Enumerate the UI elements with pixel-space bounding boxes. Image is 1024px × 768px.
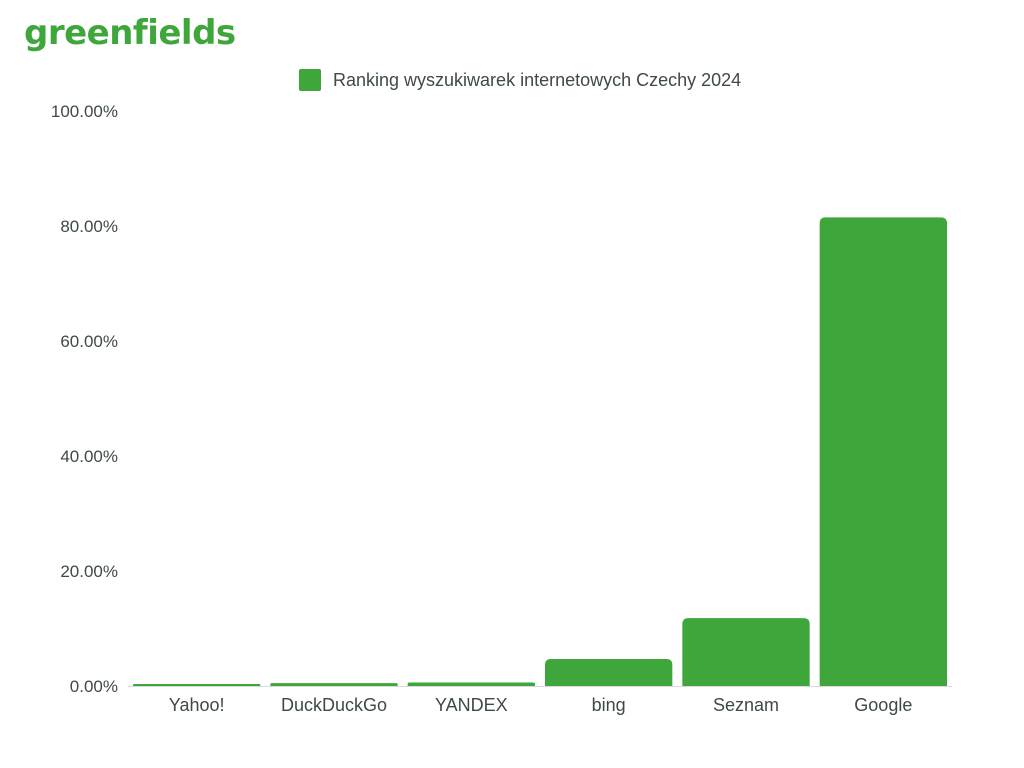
x-category-label: bing	[592, 695, 626, 715]
y-tick-label: 0.00%	[70, 677, 118, 696]
y-tick-label: 20.00%	[60, 562, 118, 581]
bar-bing	[545, 658, 673, 686]
x-category-label: Yahoo!	[169, 695, 225, 715]
brand-logo: greenfields	[24, 13, 236, 53]
bar-google	[819, 217, 947, 686]
bar-seznam	[682, 618, 810, 686]
chart-legend: Ranking wyszukiwarek internetowych Czech…	[299, 69, 741, 91]
x-category-label: Seznam	[713, 695, 779, 715]
x-axis-category-labels: Yahoo! DuckDuckGo YANDEX bing Seznam Google	[169, 695, 913, 715]
x-category-label: Google	[854, 695, 912, 715]
legend-label: Ranking wyszukiwarek internetowych Czech…	[333, 70, 741, 90]
x-category-label: DuckDuckGo	[281, 695, 387, 715]
bar-yahoo	[133, 684, 261, 686]
x-category-label: YANDEX	[435, 695, 508, 715]
bar-duckduckgo	[270, 683, 398, 686]
bar-yandex	[407, 682, 535, 686]
y-axis-tick-labels: 0.00% 20.00% 40.00% 60.00% 80.00% 100.00%	[51, 102, 118, 696]
legend-swatch	[299, 69, 321, 91]
y-tick-label: 60.00%	[60, 332, 118, 351]
y-tick-label: 40.00%	[60, 447, 118, 466]
y-tick-label: 100.00%	[51, 102, 118, 121]
bars	[133, 217, 947, 686]
y-tick-label: 80.00%	[60, 217, 118, 236]
